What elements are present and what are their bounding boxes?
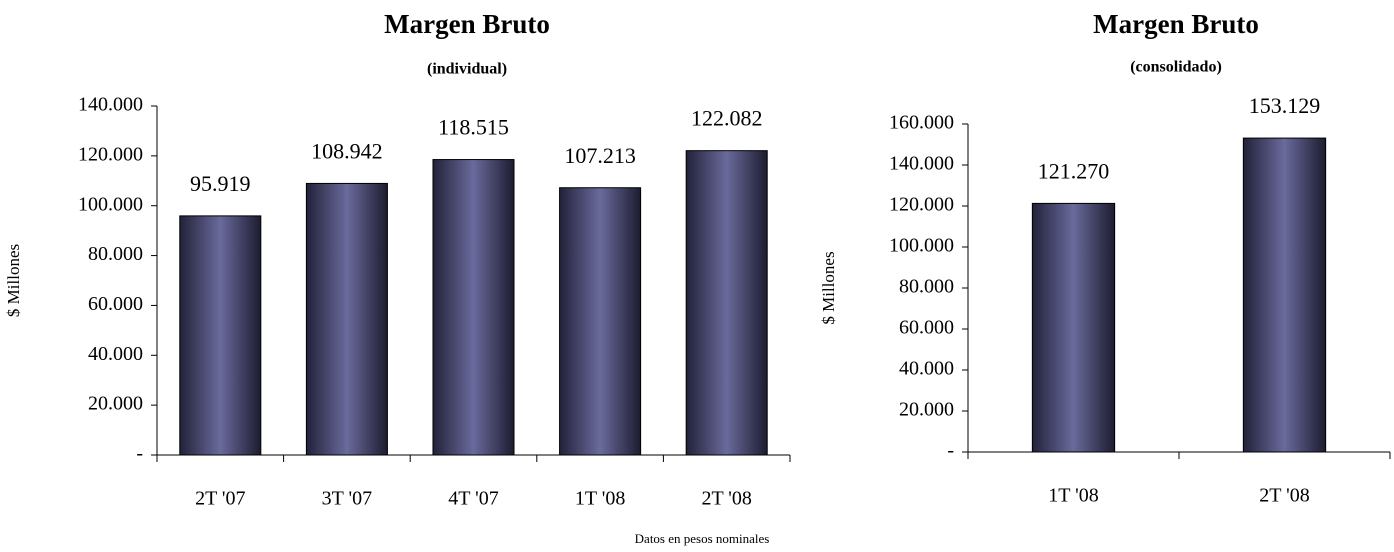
x-tick-label: 4T '07 xyxy=(448,488,498,510)
y-tick-label: 80.000 xyxy=(88,243,143,265)
x-tick-label: 2T '08 xyxy=(1259,485,1309,507)
y-tick-label: 100.000 xyxy=(889,235,954,257)
x-tick-label: 2T '07 xyxy=(195,488,245,510)
data-label: 95.919 xyxy=(190,171,251,196)
bar xyxy=(432,159,515,456)
y-tick-label: 120.000 xyxy=(78,143,143,165)
x-tick-label: 1T '08 xyxy=(575,488,625,510)
y-tick-label: 80.000 xyxy=(899,276,954,298)
data-label: 153.129 xyxy=(1249,93,1321,118)
chart-subtitle: (consolidado) xyxy=(1130,59,1222,76)
chart-subtitle: (individual) xyxy=(427,61,507,78)
data-label: 121.270 xyxy=(1038,158,1110,183)
chart-title: Margen Bruto xyxy=(384,9,550,39)
bar xyxy=(1031,202,1116,453)
x-tick-label: 2T '08 xyxy=(701,488,751,510)
data-label: 118.515 xyxy=(438,115,509,140)
y-tick-label: 100.000 xyxy=(78,193,143,215)
y-tick-label: 60.000 xyxy=(899,317,954,339)
x-tick-label: 1T '08 xyxy=(1048,485,1098,507)
data-label: 108.942 xyxy=(311,138,383,163)
note: Datos en pesos nominales xyxy=(635,531,770,546)
y-tick-label: 160.000 xyxy=(889,112,954,134)
y-axis-label: $ Millones xyxy=(819,251,838,324)
y-tick-label: 40.000 xyxy=(88,343,143,365)
y-axis-label: $ Millones xyxy=(4,244,23,317)
y-tick-label: - xyxy=(947,440,954,462)
y-tick-label: 120.000 xyxy=(889,194,954,216)
data-label: 122.082 xyxy=(691,106,763,131)
y-tick-label: 140.000 xyxy=(889,153,954,175)
y-tick-label: 140.000 xyxy=(78,94,143,116)
bar xyxy=(559,187,642,456)
bar xyxy=(1242,137,1327,453)
bar xyxy=(685,150,768,456)
x-tick-label: 3T '07 xyxy=(322,488,372,510)
y-tick-label: 20.000 xyxy=(899,399,954,421)
bar xyxy=(179,215,262,456)
chart-title: Margen Bruto xyxy=(1093,9,1259,39)
bar xyxy=(305,182,388,456)
data-label: 107.213 xyxy=(564,143,636,168)
y-tick-label: 40.000 xyxy=(899,358,954,380)
y-tick-label: 60.000 xyxy=(88,293,143,315)
y-tick-label: 20.000 xyxy=(88,393,143,415)
y-tick-label: - xyxy=(136,443,143,465)
